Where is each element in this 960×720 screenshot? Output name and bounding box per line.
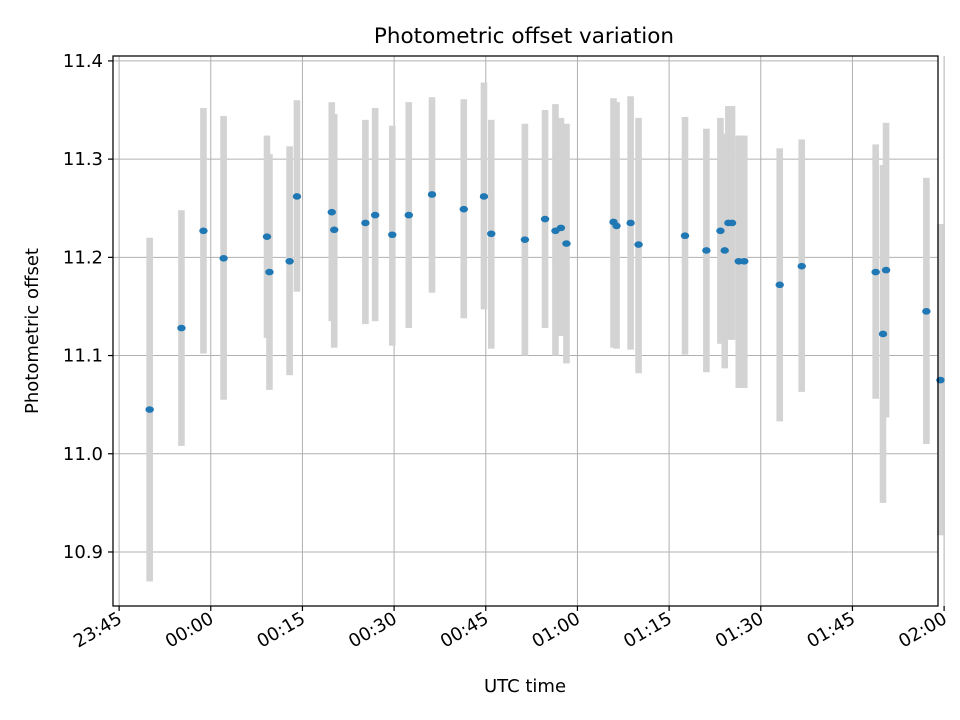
data-point xyxy=(562,240,571,247)
data-point xyxy=(292,193,302,200)
y-tick-label: 11.3 xyxy=(63,149,103,170)
y-axis-label: Photometric offset xyxy=(22,248,43,414)
data-point xyxy=(459,205,468,213)
data-point xyxy=(219,255,228,262)
data-point xyxy=(634,241,643,248)
data-point xyxy=(265,268,274,276)
data-point xyxy=(285,257,294,265)
data-point xyxy=(427,191,437,198)
data-point xyxy=(797,262,806,270)
data-point xyxy=(520,236,530,243)
data-point xyxy=(388,231,397,239)
data-point xyxy=(727,219,737,227)
data-point xyxy=(262,233,272,241)
y-axis-ticks: 10.9 11.0 11.1 11.2 11.3 11.4 xyxy=(63,51,113,563)
data-point xyxy=(177,324,186,332)
data-point xyxy=(612,222,621,230)
data-point xyxy=(327,208,336,216)
data-point xyxy=(330,226,339,234)
y-tick-label: 11.1 xyxy=(63,346,103,367)
data-point xyxy=(540,215,550,223)
y-tick-label: 10.9 xyxy=(63,542,103,563)
data-point xyxy=(702,247,711,254)
data-point xyxy=(878,330,888,338)
y-tick-label: 11.4 xyxy=(63,51,103,72)
chart-title: Photometric offset variation xyxy=(374,24,674,49)
data-point xyxy=(404,211,413,219)
data-point xyxy=(145,406,154,413)
data-point xyxy=(680,232,690,240)
data-point xyxy=(775,281,784,289)
data-point xyxy=(487,230,496,238)
data-point xyxy=(922,308,931,315)
plot-frame xyxy=(112,55,939,607)
data-point xyxy=(626,219,635,227)
data-point xyxy=(370,211,380,219)
data-point xyxy=(716,227,725,235)
y-tick-label: 11.2 xyxy=(63,247,103,268)
data-point xyxy=(479,193,489,200)
data-point xyxy=(871,268,880,276)
data-point xyxy=(199,227,208,235)
data-point xyxy=(361,219,370,227)
data-point xyxy=(556,224,566,232)
data-points xyxy=(145,191,945,413)
data-point xyxy=(720,247,729,254)
x-axis-label: UTC time xyxy=(484,676,566,697)
data-point xyxy=(740,257,749,265)
y-tick-label: 11.0 xyxy=(63,444,103,465)
data-point xyxy=(881,266,891,274)
